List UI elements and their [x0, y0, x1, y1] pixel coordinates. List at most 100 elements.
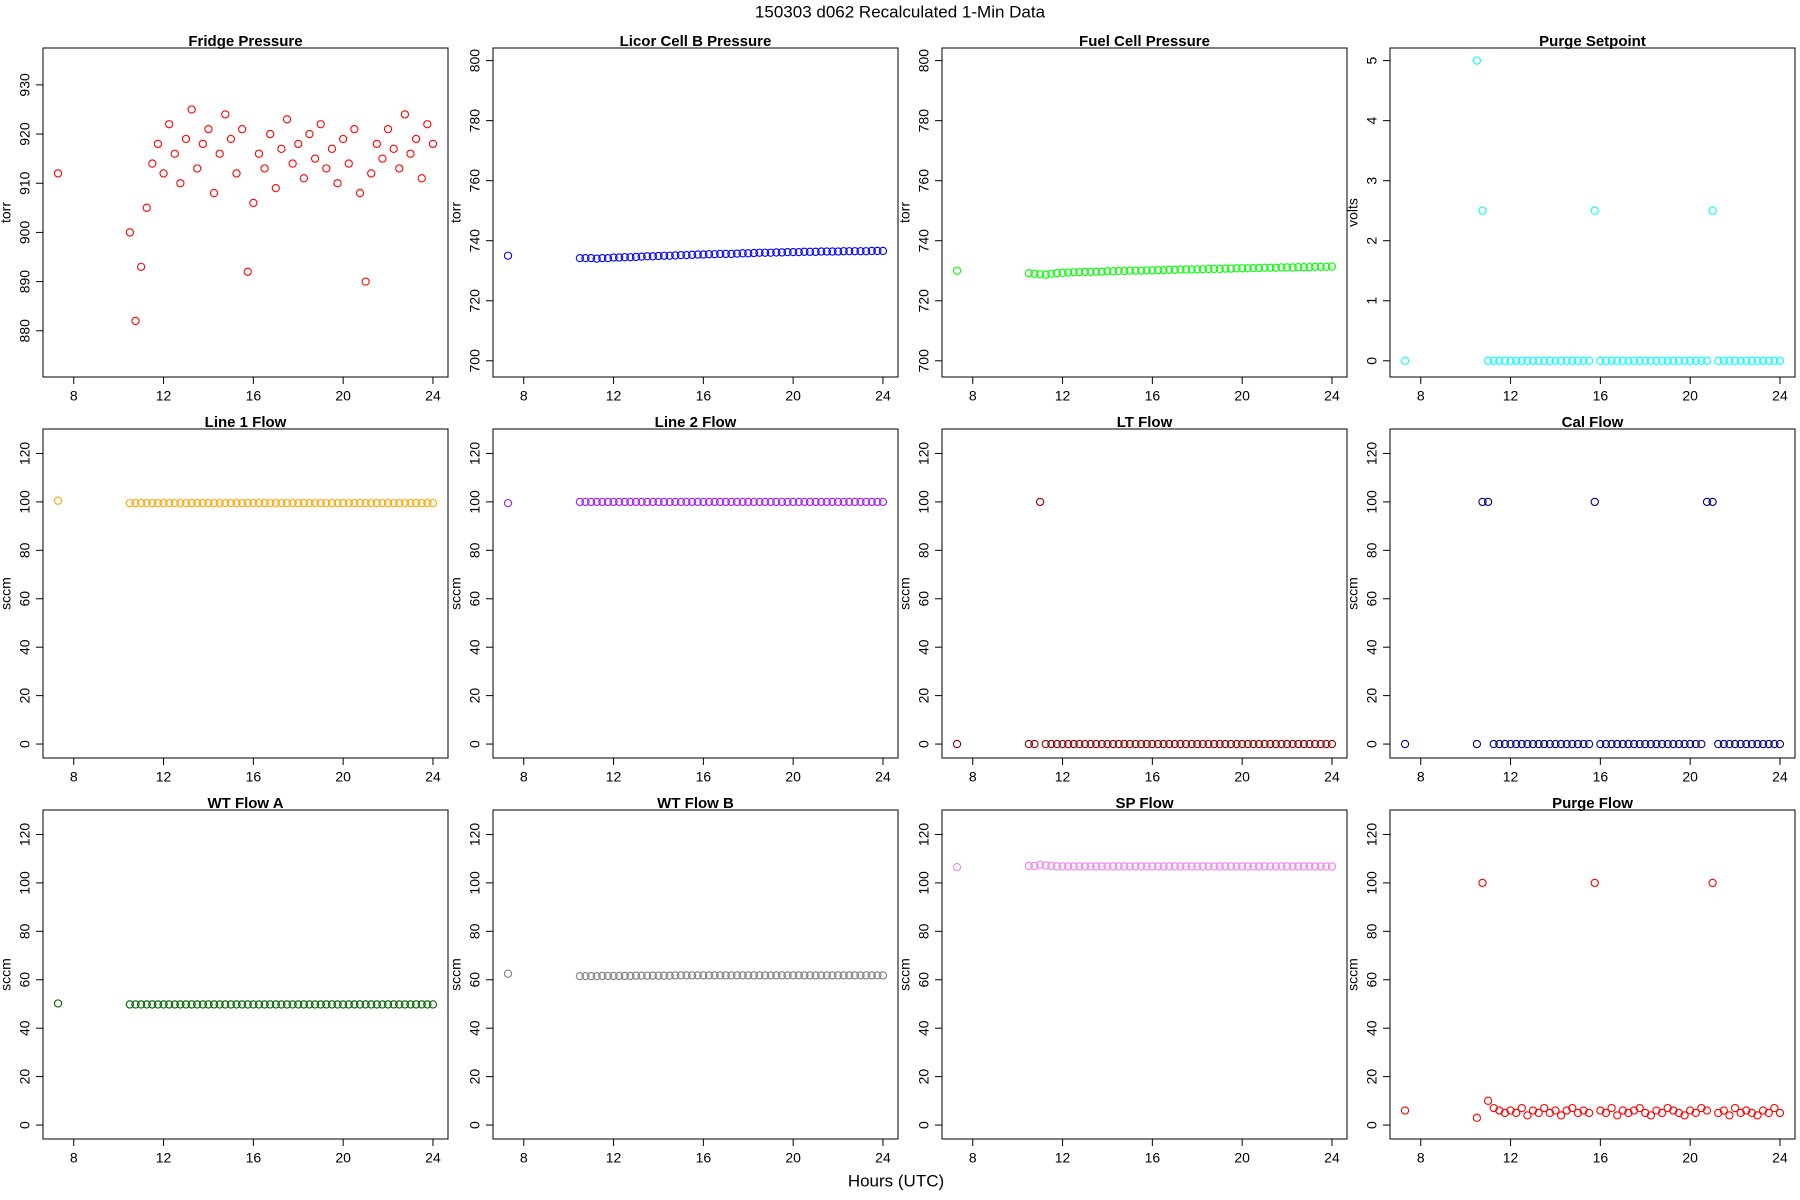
point	[952, 863, 962, 872]
point	[648, 252, 657, 261]
point	[952, 739, 962, 749]
point	[828, 497, 837, 507]
point	[333, 498, 342, 508]
point	[615, 971, 624, 981]
point	[148, 159, 157, 168]
y-tick-label: 40	[17, 1020, 33, 1036]
plot-frame	[941, 809, 1348, 1140]
point	[327, 1000, 337, 1009]
point	[389, 1000, 398, 1009]
point	[131, 498, 140, 508]
point	[1080, 739, 1090, 749]
point	[131, 1000, 140, 1009]
point	[1260, 263, 1269, 272]
point	[805, 247, 815, 256]
point	[1271, 263, 1280, 272]
point	[598, 253, 607, 263]
point	[1517, 739, 1526, 749]
point	[372, 498, 381, 508]
point	[1209, 739, 1219, 749]
point	[1198, 739, 1208, 749]
plot-frame	[941, 428, 1348, 759]
point	[575, 971, 585, 981]
point	[1618, 739, 1627, 749]
point	[1159, 265, 1168, 275]
point	[1226, 739, 1236, 749]
point	[1204, 264, 1213, 274]
y-tick-label: 80	[1364, 923, 1380, 939]
point	[1030, 739, 1039, 749]
point	[204, 498, 213, 508]
point	[1243, 862, 1252, 871]
point	[260, 1000, 269, 1009]
point	[1669, 739, 1678, 749]
y-axis-label: torr	[0, 202, 14, 223]
point	[1064, 739, 1073, 749]
point	[631, 971, 641, 980]
point	[845, 971, 854, 980]
point	[1159, 862, 1168, 871]
point	[209, 188, 219, 198]
point	[378, 498, 387, 508]
point	[503, 969, 513, 978]
point	[170, 149, 179, 158]
point	[1310, 862, 1320, 871]
point	[294, 1000, 303, 1009]
y-tick-label: 920	[17, 122, 33, 146]
point	[243, 267, 252, 276]
point	[367, 1000, 376, 1009]
point	[1108, 739, 1118, 749]
point	[1400, 739, 1410, 749]
point	[406, 498, 415, 508]
point	[1764, 739, 1773, 749]
point	[1540, 739, 1549, 749]
point	[1249, 739, 1258, 749]
point	[1483, 356, 1493, 365]
point	[389, 144, 398, 153]
point	[198, 498, 207, 508]
point	[355, 498, 365, 508]
point	[237, 498, 247, 508]
point	[1618, 356, 1627, 365]
point	[1669, 1106, 1678, 1115]
point	[142, 203, 151, 212]
panel-title: Fridge Pressure	[188, 33, 302, 50]
point	[221, 498, 230, 508]
point	[1299, 262, 1309, 272]
point	[1646, 739, 1656, 749]
point	[232, 169, 241, 178]
point	[1641, 1108, 1650, 1118]
point	[310, 498, 320, 508]
point	[749, 971, 759, 980]
point	[215, 498, 224, 508]
point	[1562, 1106, 1571, 1115]
x-tick-label: 24	[1324, 1150, 1340, 1166]
y-tick-label: 0	[17, 740, 33, 748]
point	[1131, 862, 1140, 871]
x-tick-label: 16	[1145, 769, 1161, 785]
point	[1097, 267, 1106, 276]
point	[142, 1000, 151, 1009]
point	[181, 1000, 191, 1009]
x-tick-label: 20	[1682, 1150, 1698, 1166]
point	[671, 497, 680, 507]
point	[1120, 862, 1129, 871]
point	[676, 971, 686, 980]
point	[1052, 862, 1062, 871]
point	[1271, 739, 1280, 749]
point	[1686, 1106, 1695, 1115]
y-tick-label: 100	[916, 490, 932, 514]
point	[1187, 739, 1196, 749]
point	[1153, 739, 1163, 749]
point	[1523, 739, 1532, 749]
point	[777, 971, 787, 980]
plot-frame	[941, 47, 1348, 378]
point	[1035, 270, 1045, 279]
x-tick-label: 8	[70, 1150, 78, 1166]
point	[1770, 356, 1779, 365]
y-axis-label: sccm	[897, 577, 913, 610]
point	[1624, 356, 1633, 365]
point	[221, 110, 230, 119]
point	[1024, 861, 1034, 871]
point	[136, 498, 146, 508]
